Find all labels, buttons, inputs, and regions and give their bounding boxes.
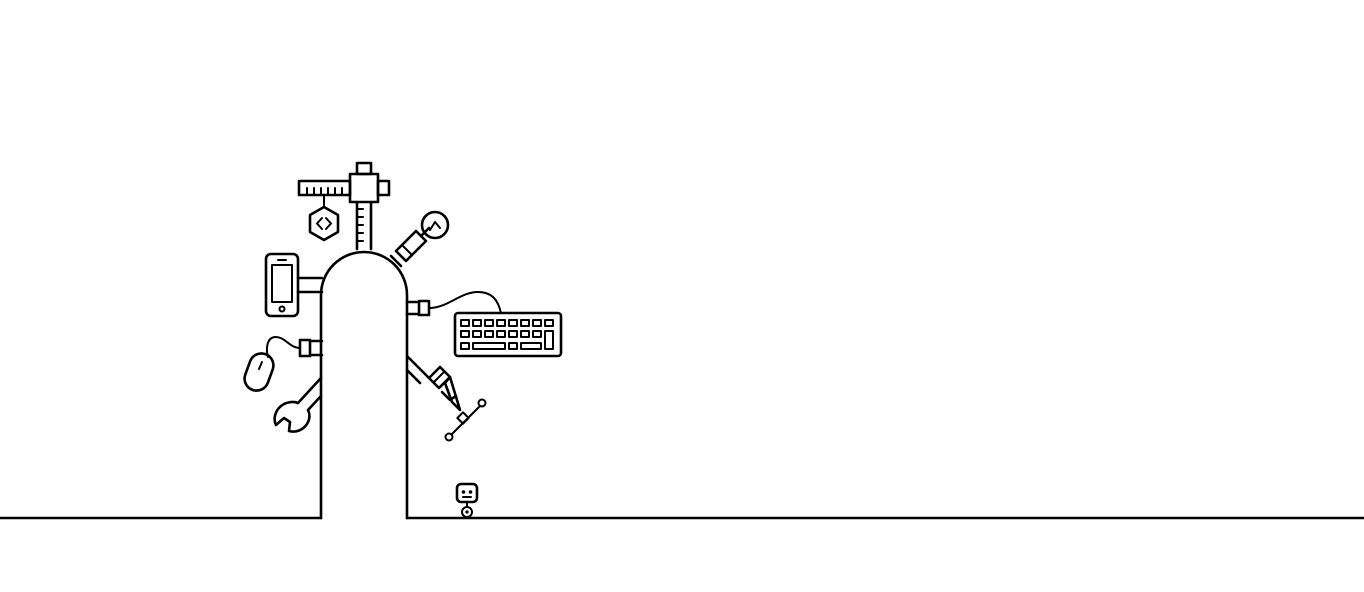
central-tower [319,250,409,520]
ruler-icon [297,161,391,251]
keyboard-icon [405,291,563,358]
mouse-icon [243,336,324,392]
robot-icon [455,482,479,518]
code-hexagon-icon [308,194,340,242]
smartphone-icon [264,252,324,318]
vector-pen-icon [405,354,487,442]
wrench-icon [273,376,323,433]
lightbulb-icon [389,210,450,268]
